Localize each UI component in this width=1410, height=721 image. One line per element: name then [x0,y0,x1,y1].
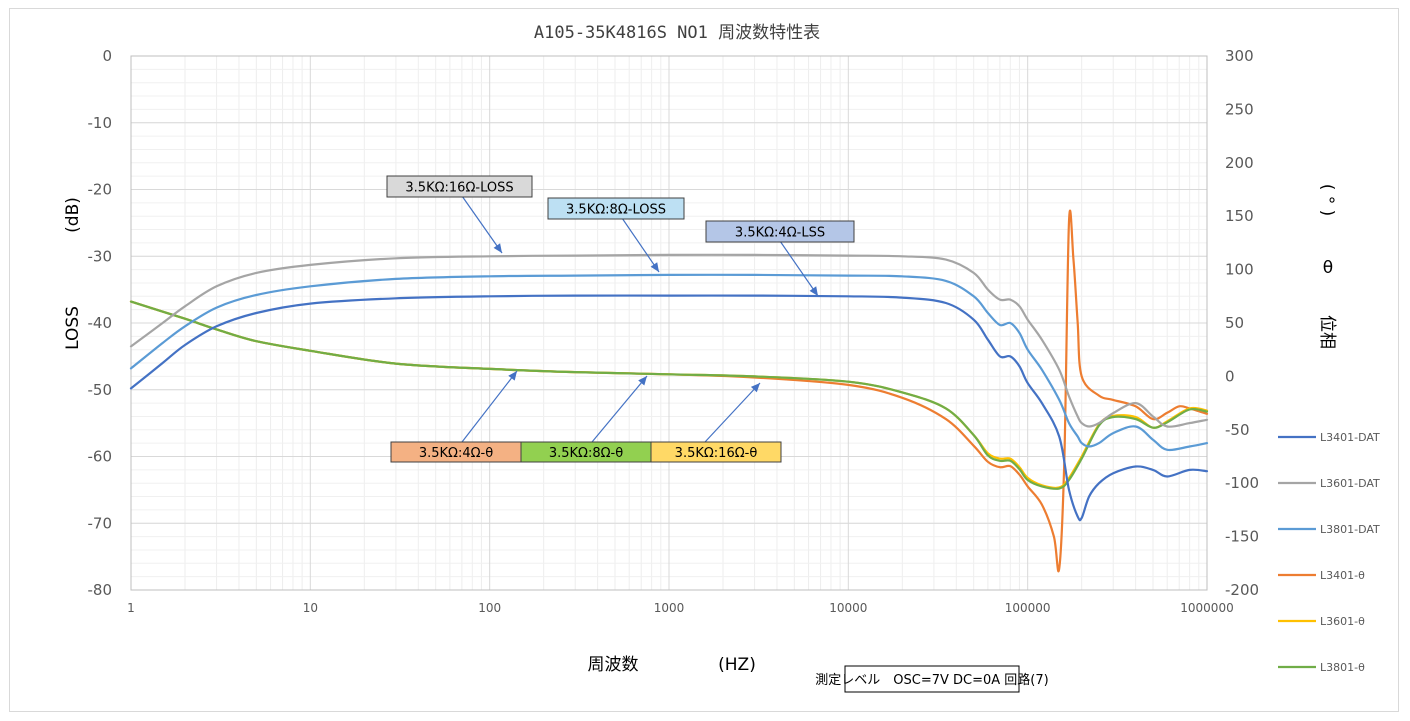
y-tick-label: -10 [88,114,113,132]
x-tick-label: 10000 [829,601,867,615]
y2-tick-label: 100 [1225,261,1254,279]
measurement-note: 測定レベル OSC=7V DC=0A 回路(7) [815,672,1048,688]
callout-label: 3.5KΩ:8Ω-LOSS [566,203,666,218]
callout-box [386,175,533,198]
y-axis-title: LOSS [63,306,83,350]
callout-arrowhead [750,383,760,393]
callout-arrowhead [493,243,502,253]
y2-tick-label: 200 [1225,154,1254,172]
callout-label: 3.5KΩ:16Ω-θ [675,446,758,461]
callout-box [547,197,685,220]
callout-label: 3.5KΩ:4Ω-LSS [735,226,825,241]
y2-tick-label: 250 [1225,100,1254,118]
legend-label: L3801-DAT [1320,523,1380,536]
series-line-L3401-DAT [129,294,1209,522]
callout-arrow [591,375,648,443]
legend-label: L3401-θ [1320,569,1365,582]
y2-axis-title: 位相 [1317,315,1337,349]
legend-label: L3401-DAT [1320,431,1380,444]
callout-arrowhead [638,376,647,386]
x-axis-title: 周波数 [588,655,639,675]
measurement-note-box [844,665,1020,693]
callout-box [650,441,782,463]
y2-axis-unit: ( ° ) [1317,184,1337,217]
callout-arrow [461,195,503,254]
y2-tick-label: -150 [1225,528,1259,546]
x-axis-unit: (HZ) [718,655,756,675]
y2-tick-label: 300 [1225,47,1254,65]
y-tick-label: -20 [88,181,113,199]
plot-area [130,55,1208,591]
y2-tick-label: 50 [1225,314,1244,332]
callout-arrowhead [650,262,659,272]
y2-tick-label: -50 [1225,421,1250,439]
y-tick-label: -80 [88,581,113,599]
y-tick-label: -70 [88,514,113,532]
chart-title: A105-35K4816S NO1 周波数特性表 [534,23,820,43]
legend-label: L3601-θ [1320,615,1365,628]
y-tick-label: -50 [88,381,113,399]
y2-tick-label: 0 [1225,367,1235,385]
y2-tick-label: -100 [1225,474,1259,492]
callout-arrow [461,370,518,443]
axes [130,55,1208,591]
callout-arrow [779,240,819,297]
callout-arrow [621,217,660,273]
y-tick-label: 0 [102,47,112,65]
x-tick-label: 10 [303,601,318,615]
x-tick-label: 1000000 [1180,601,1233,615]
y2-tick-label: -200 [1225,581,1259,599]
y-axis-unit: (dB) [63,197,83,233]
series-line-L3801-θ [129,300,1209,490]
callouts: 3.5KΩ:16Ω-LOSS 3.5KΩ:8Ω-LOSS 3.5KΩ:4Ω-LSS 3… [386,175,855,463]
callout-arrowhead [508,371,517,381]
x-tick-label: 1000 [654,601,685,615]
callout-arrowhead [809,286,818,296]
legend: L3401-DAT L3601-DAT L3801-DAT L3401-θ L3601-… [1278,431,1380,674]
callout-arrow [704,382,761,443]
x-tick-label: 1 [127,601,135,615]
x-tick-label: 100 [478,601,501,615]
series-line-L3801-DAT [129,273,1209,452]
y2-tick-label: 150 [1225,207,1254,225]
y-tick-label: -30 [88,247,113,265]
tick-labels: 0-10-20-30-40-50-60-70-80300250200150100… [88,47,1260,615]
y-tick-label: -60 [88,448,113,466]
callout-box [705,220,855,243]
legend-label: L3801-θ [1320,661,1365,674]
legend-label: L3601-DAT [1320,477,1380,490]
series-lines [129,209,1209,573]
y-tick-label: -40 [88,314,113,332]
callout-label: 3.5KΩ:8Ω-θ [549,446,623,461]
x-tick-label: 100000 [1005,601,1051,615]
grid-lines [130,55,1208,591]
callout-label: 3.5KΩ:16Ω-LOSS [405,181,513,196]
series-line-L3601-DAT [129,253,1209,428]
y2-axis-symbol: θ [1323,258,1333,278]
callout-label: 3.5KΩ:4Ω-θ [419,446,493,461]
